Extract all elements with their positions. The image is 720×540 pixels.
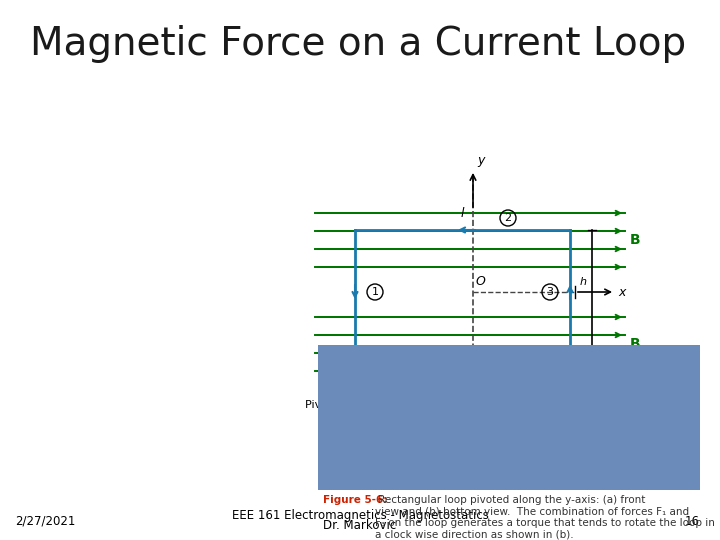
Text: Dr. Markovic: Dr. Markovic [323,519,397,532]
Text: 4: 4 [490,365,497,375]
Text: x: x [618,286,626,299]
Text: Pivot axis: Pivot axis [305,400,359,410]
Text: 2: 2 [505,213,512,223]
Text: 2/27/2021: 2/27/2021 [15,515,76,528]
Text: EEE 161 Electromagnetics - Magnetostatics: EEE 161 Electromagnetics - Magnetostatic… [232,509,488,522]
Text: Figure 5-6:: Figure 5-6: [323,495,387,505]
Text: O: O [476,275,486,288]
Text: 16: 16 [685,515,700,528]
Text: Rectangular loop pivoted along the y-axis: (a) front
view and (b) bottom view.  : Rectangular loop pivoted along the y-axi… [375,495,715,540]
Text: Magnetic Force on a Current Loop: Magnetic Force on a Current Loop [30,25,686,63]
Text: 1: 1 [372,287,379,297]
Text: h: h [580,277,587,287]
Text: B: B [630,233,641,247]
Text: a: a [459,375,467,388]
Text: B: B [630,337,641,351]
Text: y: y [477,154,485,167]
Text: l: l [461,207,464,220]
Text: 3: 3 [546,287,554,297]
Bar [318,345,700,490]
